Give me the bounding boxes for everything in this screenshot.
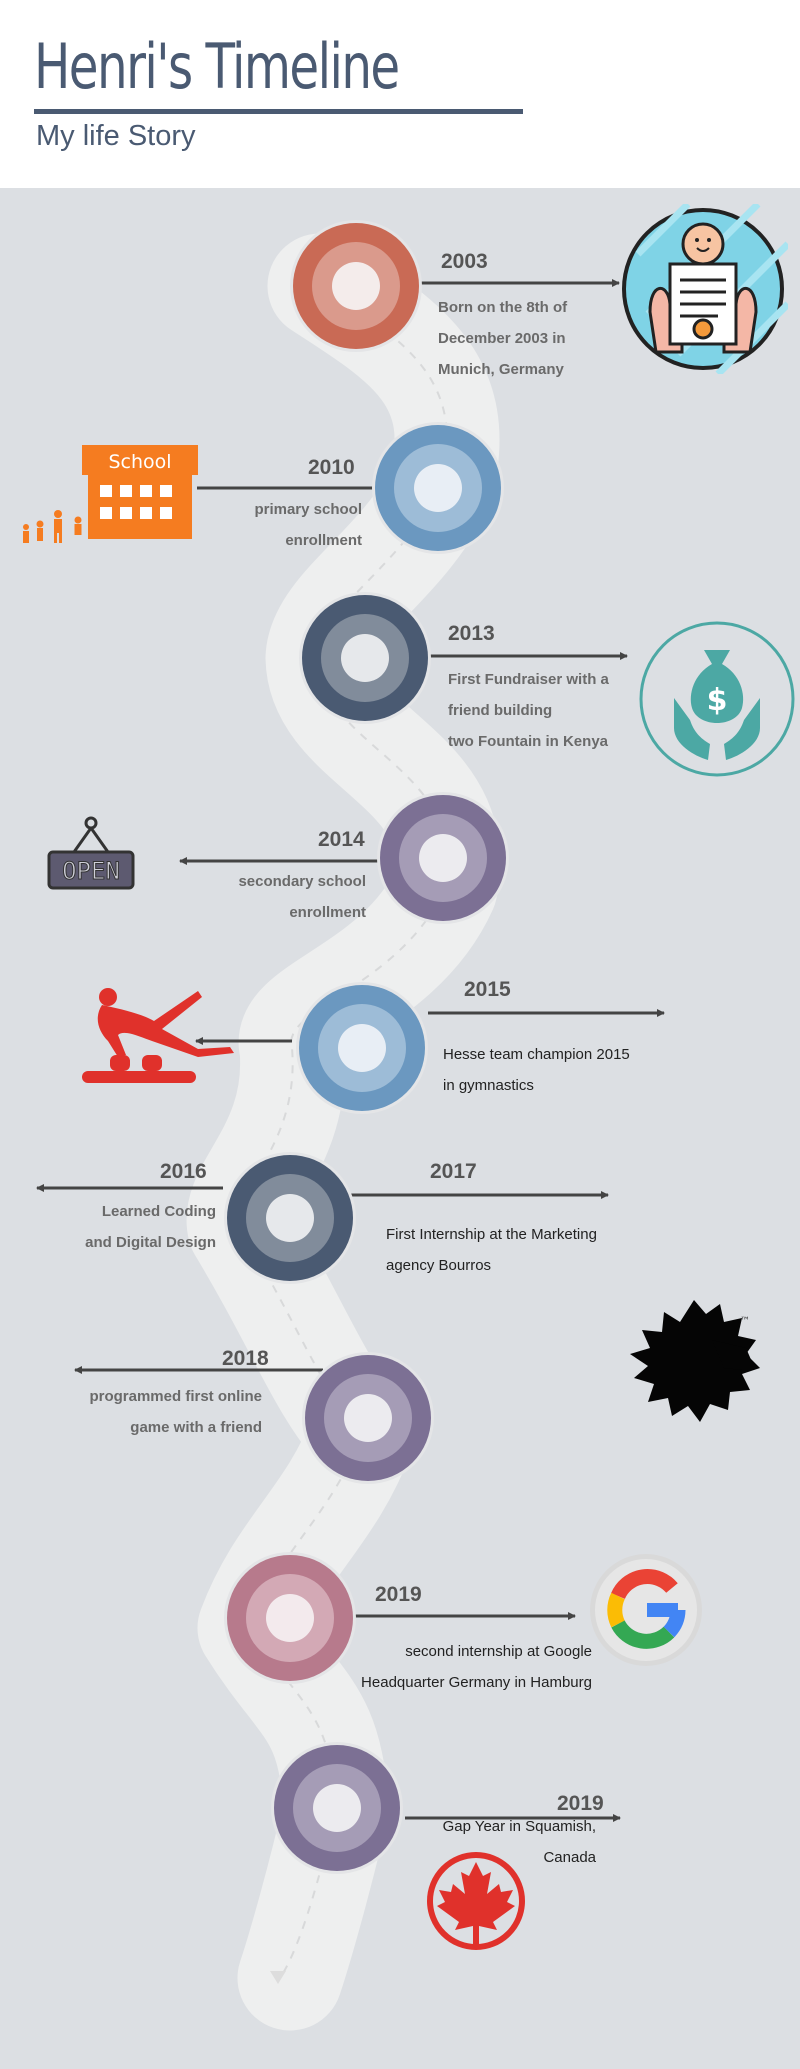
year-2010: 2010 <box>308 456 355 479</box>
milestone-2015 <box>296 982 428 1114</box>
timeline: 2003 Born on the 8th of December 2003 in… <box>0 188 800 2069</box>
money-bag-hands-icon: $ <box>639 621 795 777</box>
event-text-2016: Learned Coding and Digital Design <box>50 1196 216 1258</box>
event-line: enrollment <box>285 532 362 549</box>
event-line: Canada <box>543 1849 596 1866</box>
page-title: Henri's Timeline <box>34 30 400 103</box>
year-2016: 2016 <box>160 1160 207 1183</box>
event-line: secondary school <box>238 873 366 890</box>
trademark-text: ™ <box>740 1316 750 1327</box>
event-line: Munich, Germany <box>438 361 564 378</box>
event-line: game with a friend <box>130 1419 262 1436</box>
school-icon: School <box>23 445 198 543</box>
connector-lines <box>36 279 665 1822</box>
milestone-2018 <box>302 1352 434 1484</box>
baby-certificate-icon <box>622 204 788 374</box>
maple-leaf-icon <box>427 1852 525 1950</box>
year-2014: 2014 <box>318 828 365 851</box>
page-subtitle: My life Story <box>36 120 196 152</box>
milestone-2019-gap-year <box>271 1742 403 1874</box>
event-line: Gap Year in Squamish, <box>442 1818 596 1835</box>
svg-text:$: $ <box>707 683 728 718</box>
event-line: in gymnastics <box>443 1077 534 1094</box>
gymnast-icon <box>82 988 234 1083</box>
event-line: agency Bourros <box>386 1257 492 1274</box>
event-text-2019-google: second internship at Google Headquarter … <box>330 1636 592 1698</box>
milestone-2016-2017 <box>224 1152 356 1284</box>
year-2018: 2018 <box>222 1347 269 1370</box>
event-text-2014: secondary school enrollment <box>200 866 366 928</box>
event-line: First Fundraiser with a <box>448 671 609 688</box>
year-2019-gap-year: 2019 <box>557 1792 604 1815</box>
year-2017: 2017 <box>430 1160 477 1183</box>
google-logo-icon <box>590 1554 702 1666</box>
event-line: programmed first online <box>89 1388 262 1405</box>
school-sign-text: School <box>108 451 171 473</box>
milestone-2010 <box>372 422 504 554</box>
year-2013: 2013 <box>448 622 495 645</box>
milestone-2014 <box>377 792 509 924</box>
event-text-2003: Born on the 8th of December 2003 in Muni… <box>438 292 567 385</box>
event-line: primary school <box>254 501 362 518</box>
event-line: enrollment <box>289 904 366 921</box>
event-line: Born on the 8th of <box>438 299 568 316</box>
title-underline <box>34 109 523 114</box>
milestone-2019-google <box>224 1552 356 1684</box>
header: Henri's Timeline My life Story <box>0 0 800 188</box>
event-text-2015: Hesse team champion 2015 in gymnastics <box>443 1039 630 1101</box>
timeline-end-arrow <box>270 1971 286 1984</box>
lion-logo-icon: ™ <box>630 1300 760 1422</box>
year-2019-google: 2019 <box>375 1583 422 1606</box>
event-line: Learned Coding <box>101 1203 216 1220</box>
event-text-2013: First Fundraiser with a friend building … <box>448 664 609 757</box>
event-line: and Digital Design <box>85 1234 216 1251</box>
event-text-2019-gap-year: Gap Year in Squamish, Canada <box>420 1811 596 1873</box>
year-2003: 2003 <box>441 250 488 273</box>
milestone-2003 <box>290 220 422 352</box>
event-line: December 2003 in <box>438 330 566 347</box>
event-line: First Internship at the Marketing <box>386 1226 597 1243</box>
open-sign-text: OPEN <box>62 857 120 885</box>
event-line: second internship at Google <box>405 1643 592 1660</box>
timeline-graphics <box>36 220 665 2031</box>
year-2015: 2015 <box>464 978 511 1001</box>
event-line: friend building <box>448 702 553 719</box>
event-text-2017: First Internship at the Marketing agency… <box>386 1219 597 1281</box>
event-text-2010: primary school enrollment <box>222 494 362 556</box>
milestone-2013 <box>299 592 431 724</box>
event-line: two Fountain in Kenya <box>448 733 608 750</box>
event-line: Hesse team champion 2015 <box>443 1046 630 1063</box>
event-line: Headquarter Germany in Hamburg <box>361 1674 592 1691</box>
open-sign-icon: OPEN <box>47 816 135 890</box>
event-text-2018: programmed first online game with a frie… <box>50 1381 262 1443</box>
